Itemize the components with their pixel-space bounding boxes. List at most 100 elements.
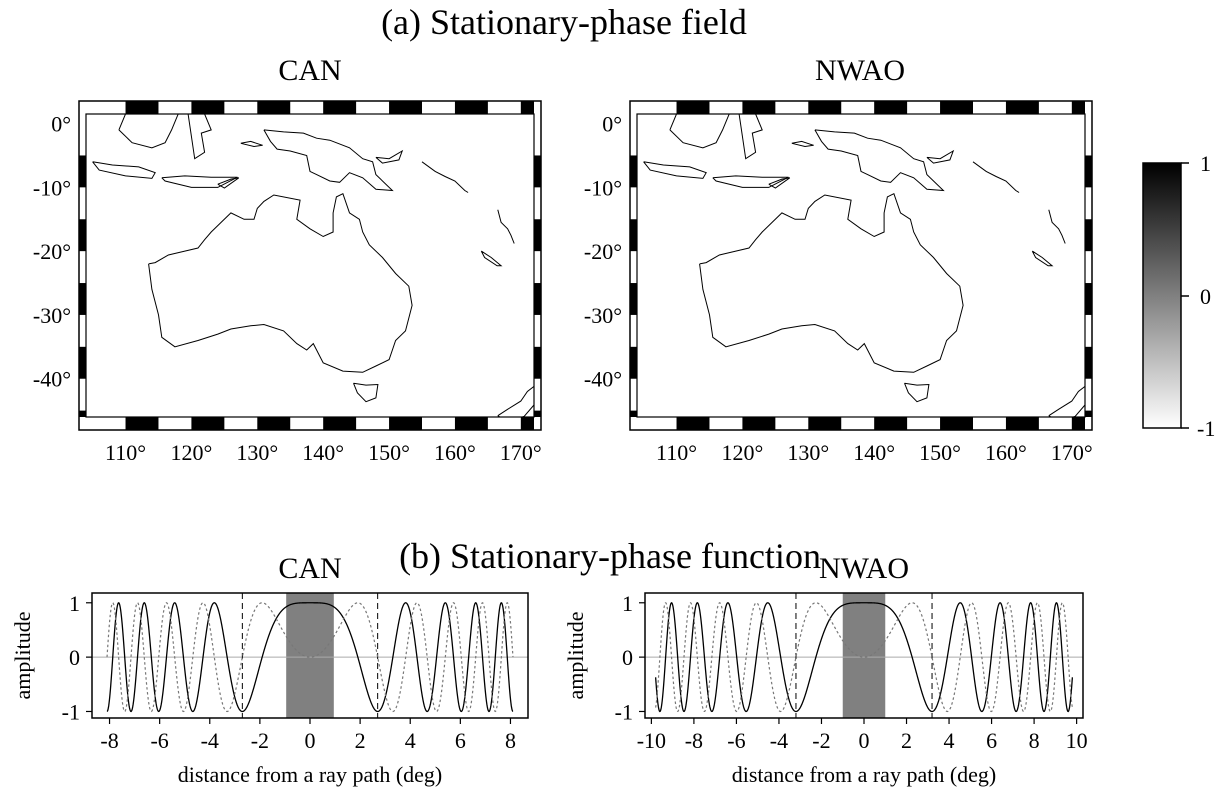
x-tick-label: 8	[505, 728, 516, 753]
frame-checker	[630, 283, 637, 315]
phase-stripe-light	[300, 133, 426, 337]
frame-checker	[1085, 219, 1092, 252]
y-tick-label: 1	[622, 591, 633, 616]
frame-checker	[1085, 346, 1092, 379]
x-tick-label: 8	[1029, 728, 1040, 753]
frame-checker	[630, 155, 637, 188]
y-tick-label: -30°	[33, 303, 71, 328]
coastline	[118, 114, 179, 149]
x-tick-label: -6	[727, 728, 745, 753]
coastline	[161, 175, 238, 188]
phase-stripe-light	[743, 224, 1060, 401]
phase-stripe-dark	[762, 259, 1078, 435]
x-tick-label: 150°	[368, 440, 410, 465]
y-tick-label: 1	[69, 591, 80, 616]
frame-checker	[79, 155, 86, 188]
x-tick-label: -2	[812, 728, 830, 753]
coastline	[643, 161, 707, 179]
frame-checker	[742, 417, 776, 430]
x-tick-label: -8	[685, 728, 703, 753]
cross-section-line	[290, 237, 359, 279]
phase-stripe-light	[323, 119, 448, 322]
coastline	[92, 161, 156, 179]
phase-stripe-light	[738, 215, 1055, 393]
x-tick-label: 140°	[302, 440, 344, 465]
x-tick-label: 120°	[171, 440, 213, 465]
x-tick-label: 6	[455, 728, 466, 753]
y-tick-label: -40°	[33, 367, 71, 392]
phase-stripe-dark	[745, 228, 1062, 405]
map-title-nwao: NWAO	[815, 54, 905, 87]
phase-stripe-dark	[318, 122, 443, 326]
map-frame-inner	[636, 113, 1086, 418]
phase-stripe-light	[686, 120, 1004, 299]
x-tick-label: -4	[201, 728, 219, 753]
frame-checker	[125, 417, 159, 430]
x-tick-label: 140°	[853, 440, 895, 465]
coastline	[1118, 235, 1128, 240]
coastline	[699, 193, 964, 373]
phase-stripe-light	[316, 123, 441, 327]
phase-stripe-light	[320, 121, 445, 325]
coastline	[738, 114, 763, 160]
frame-checker	[79, 346, 86, 379]
frame-checker	[191, 417, 225, 430]
x-tick-label: 4	[944, 728, 955, 753]
phase-stripe-light	[230, 175, 356, 379]
phase-field-outline	[229, 135, 421, 379]
frame-checker	[79, 283, 86, 315]
phase-stripe-light	[672, 94, 988, 271]
coastline	[497, 385, 534, 417]
x-tick-label: 160°	[985, 440, 1027, 465]
phase-stripe-light	[220, 181, 345, 385]
x-tick-label: 110°	[656, 440, 697, 465]
plot-title-can: CAN	[278, 552, 341, 585]
x-tick-label: 2	[901, 728, 912, 753]
frame-checker	[808, 417, 842, 430]
y-tick-label: -10°	[33, 175, 71, 200]
phase-stripe-light	[764, 262, 1080, 437]
frame-checker	[1005, 101, 1039, 114]
phase-stripe-dark	[756, 248, 1072, 424]
frame-checker	[874, 101, 908, 114]
x-tick-label: 10	[1066, 728, 1088, 753]
coastlines	[643, 114, 1128, 417]
phase-stripe-light	[309, 127, 434, 331]
frame-checker	[454, 101, 488, 114]
y-tick-label: 0	[69, 645, 80, 670]
phase-stripe-light	[277, 144, 406, 350]
phase-stripe-dark	[674, 98, 991, 275]
plot-title-nwao: NWAO	[819, 552, 909, 585]
coastlines	[92, 114, 534, 417]
coastline	[904, 382, 930, 403]
coastline	[1048, 209, 1066, 244]
phase-stripe-light	[224, 178, 350, 382]
phase-stripe-light	[287, 140, 414, 345]
phase-stripe-dark	[321, 120, 446, 324]
coastline	[768, 177, 791, 189]
x-tick-label: 170°	[500, 440, 542, 465]
coastline	[712, 175, 789, 188]
frame-checker	[1085, 283, 1092, 315]
phase-stripe-light	[761, 257, 1077, 433]
frame-checker	[808, 101, 842, 114]
coastline	[926, 149, 955, 164]
frame-checker	[389, 417, 422, 430]
colorbar-tick-label: -1	[1197, 416, 1215, 441]
coastline	[187, 114, 212, 160]
phase-stripe-light	[244, 165, 373, 371]
figure-title-a: (a) Stationary-phase field	[381, 2, 747, 42]
frame-checker	[534, 410, 541, 417]
phase-stripe-dark	[283, 142, 411, 347]
phase-stripe-dark	[759, 254, 1075, 430]
y-tick-label: -20°	[584, 239, 622, 264]
frame-checker	[520, 101, 534, 114]
coastline	[421, 161, 469, 193]
frame-checker	[520, 417, 534, 430]
cross-section-line	[837, 195, 898, 306]
phase-stripe-dark	[753, 242, 1069, 418]
phase-field-background	[229, 135, 421, 379]
phase-stripe-dark	[307, 129, 432, 333]
